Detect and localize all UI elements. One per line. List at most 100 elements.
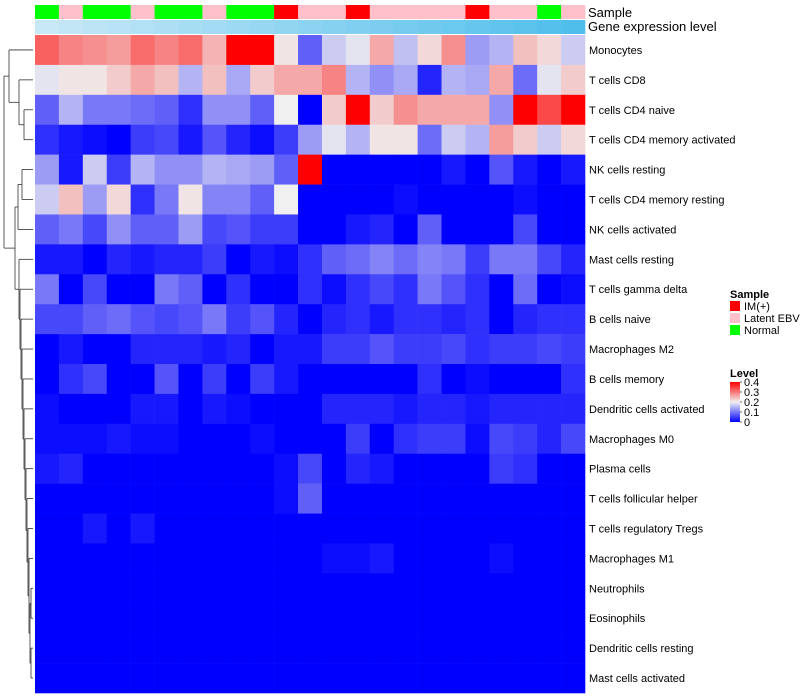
- heatmap-cell: [154, 423, 179, 455]
- heatmap-cell: [561, 94, 586, 126]
- expression-level-annotation-label: Gene expression level: [588, 19, 717, 34]
- heatmap-cell: [417, 364, 442, 395]
- heatmap-cell: [274, 573, 299, 604]
- heatmap-cell: [58, 274, 84, 305]
- heatmap-cell: [82, 124, 108, 155]
- sample-annotation-cell: [178, 5, 203, 19]
- heatmap-cell: [417, 124, 442, 155]
- heatmap-cell: [106, 184, 131, 215]
- row-label: Macrophages M1: [589, 553, 674, 565]
- heatmap-cell: [298, 124, 323, 155]
- heatmap-cell: [345, 304, 371, 335]
- sample-annotation-cell: [345, 5, 371, 19]
- heatmap-cell: [106, 35, 131, 66]
- heatmap-cell: [465, 304, 490, 335]
- heatmap-cell: [417, 244, 442, 275]
- heatmap-cell: [250, 94, 275, 126]
- heatmap-cell: [130, 124, 155, 155]
- heatmap-cell: [82, 573, 108, 604]
- heatmap-cell: [250, 453, 275, 484]
- heatmap-cell: [130, 274, 155, 305]
- heatmap-cell: [130, 64, 155, 96]
- heatmap-cell: [178, 453, 203, 484]
- heatmap-cell: [369, 543, 394, 574]
- heatmap-cell: [82, 423, 108, 455]
- heatmap-cell: [154, 603, 179, 634]
- heatmap-cell: [178, 64, 203, 96]
- heatmap-cell: [417, 274, 442, 305]
- legend-swatch: [730, 325, 740, 335]
- heatmap-cell: [441, 573, 466, 604]
- heatmap-cell: [513, 393, 538, 425]
- heatmap-cell: [537, 274, 562, 305]
- heatmap-cell: [226, 423, 251, 455]
- expression-level-annotation-row: [35, 20, 586, 34]
- row-label: T cells CD8: [589, 75, 646, 87]
- heatmap-cell: [106, 214, 131, 245]
- heatmap-cell: [58, 483, 84, 514]
- heatmap-cell: [465, 124, 490, 155]
- heatmap-cell: [345, 453, 371, 484]
- heatmap-cell: [513, 423, 538, 455]
- heatmap-cell: [561, 274, 586, 305]
- expression-level-annotation-cell: [82, 20, 108, 34]
- heatmap-cell: [226, 304, 251, 335]
- row-label: T cells follicular helper: [589, 494, 698, 506]
- heatmap-cell: [417, 633, 442, 664]
- heatmap-cell: [130, 35, 155, 66]
- heatmap-cell: [465, 423, 490, 455]
- heatmap-cell: [130, 543, 155, 574]
- sample-annotation-cell: [82, 5, 108, 19]
- heatmap-cell: [489, 94, 514, 126]
- heatmap-cell: [58, 603, 84, 634]
- heatmap-cell: [441, 64, 466, 96]
- expression-level-annotation-cell: [489, 20, 514, 34]
- row-label: T cells CD4 memory resting: [589, 195, 725, 207]
- heatmap-cell: [82, 35, 108, 66]
- heatmap-cell: [369, 334, 394, 365]
- heatmap-cell: [345, 603, 371, 634]
- heatmap-cell: [178, 423, 203, 455]
- heatmap-cell: [537, 453, 562, 484]
- heatmap-cell: [345, 64, 371, 96]
- heatmap-cell: [154, 244, 179, 275]
- heatmap-cell: [345, 334, 371, 365]
- heatmap-cell: [537, 64, 562, 96]
- heatmap-cell: [561, 603, 586, 634]
- heatmap-cell: [441, 124, 466, 155]
- heatmap-cell: [226, 663, 251, 694]
- heatmap-cell: [513, 184, 538, 215]
- heatmap-cell: [130, 423, 155, 455]
- heatmap-cell: [489, 64, 514, 96]
- heatmap-cell: [513, 453, 538, 484]
- heatmap-cell: [58, 663, 84, 694]
- heatmap-cell: [35, 334, 60, 365]
- heatmap-cell: [537, 244, 562, 275]
- heatmap-cell: [537, 393, 562, 425]
- expression-level-annotation-cell: [345, 20, 371, 34]
- heatmap-cell: [250, 543, 275, 574]
- heatmap-cell: [35, 633, 60, 664]
- heatmap-cell: [298, 513, 323, 544]
- heatmap-cell: [489, 543, 514, 574]
- heatmap-cell: [250, 603, 275, 634]
- heatmap-cell: [35, 274, 60, 305]
- heatmap-cell: [513, 35, 538, 66]
- heatmap-cell: [369, 184, 394, 215]
- heatmap-cell: [154, 393, 179, 425]
- heatmap-cell: [298, 214, 323, 245]
- heatmap-cell: [202, 543, 227, 574]
- heatmap-cell: [35, 513, 60, 544]
- heatmap-cell: [513, 633, 538, 664]
- heatmap-cell: [393, 393, 418, 425]
- heatmap-cell: [202, 483, 227, 514]
- heatmap-cell: [345, 393, 371, 425]
- heatmap-cell: [82, 483, 108, 514]
- heatmap-cell: [513, 154, 538, 185]
- heatmap-cell: [489, 663, 514, 694]
- heatmap-cell: [561, 184, 586, 215]
- heatmap-cell: [393, 244, 418, 275]
- heatmap-cell: [274, 304, 299, 335]
- heatmap-cell: [513, 94, 538, 126]
- heatmap-cell: [369, 573, 394, 604]
